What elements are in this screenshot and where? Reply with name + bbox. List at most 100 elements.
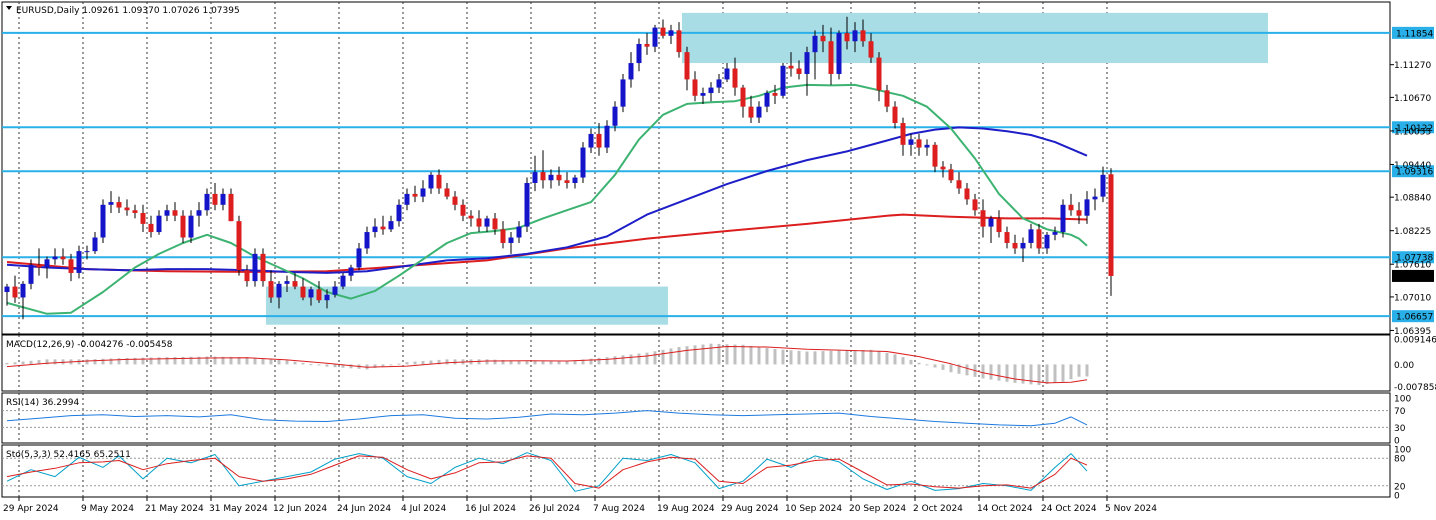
macd-histogram-bar (869, 349, 873, 365)
zones-layer (266, 12, 1268, 325)
macd-histogram-bar (765, 347, 769, 365)
candle-body (180, 215, 186, 238)
candle-body (1092, 196, 1098, 200)
candle-body (500, 229, 506, 243)
candle-body (116, 202, 122, 208)
current-price-tag (1392, 269, 1434, 282)
candle-body (516, 226, 522, 238)
candle-body (940, 166, 946, 170)
macd-histogram-bar (877, 351, 881, 365)
macd-histogram-bar (373, 364, 377, 368)
y-axis-label: 1.08840 (1394, 194, 1431, 204)
macd-histogram-bar (573, 360, 577, 365)
macd-histogram-bar (749, 345, 753, 365)
x-axis-label: 31 May 2024 (209, 504, 268, 514)
macd-histogram-bar (309, 364, 313, 366)
candle-body (724, 68, 730, 80)
macd-histogram-bar (1061, 364, 1065, 382)
candle-body (684, 52, 690, 80)
level-price-tag (1392, 310, 1434, 323)
macd-histogram-bar (533, 361, 537, 365)
candle-body (540, 172, 546, 181)
macd-histogram-bar (845, 350, 849, 365)
candle-body (452, 196, 458, 205)
macd-histogram-bar (157, 357, 161, 365)
candle-body (748, 106, 754, 118)
macd-histogram-bar (325, 364, 329, 367)
candle-body (148, 223, 154, 233)
macd-axis-label: 0.00 (1394, 361, 1414, 371)
x-axis-label: 29 Aug 2024 (721, 504, 779, 514)
macd-histogram-bar (589, 358, 593, 365)
candle-body (996, 218, 1002, 233)
x-axis-label: 14 Oct 2024 (977, 504, 1033, 514)
macd-histogram-bar (213, 356, 217, 365)
y-axis-label: 1.08225 (1394, 227, 1431, 237)
rsi-axis-label: 100 (1394, 395, 1411, 405)
macd-histogram-bar (1037, 364, 1041, 386)
candle-body (36, 264, 42, 268)
time-axis: 29 Apr 2024 9 May 2024 21 May 2024 31 May 2… (3, 497, 1157, 514)
macd-histogram-bar (5, 363, 9, 365)
macd-histogram-bar (133, 357, 137, 365)
candle-body (108, 202, 114, 205)
candle-body (68, 259, 74, 273)
macd-signal-line (6, 346, 1088, 384)
macd-axis-label: -0.007858 (1394, 383, 1436, 393)
macd-histogram-bar (685, 346, 689, 365)
macd-histogram-bar (581, 359, 585, 365)
macd-histogram-bar (397, 363, 401, 365)
symbol-dropdown-icon[interactable] (6, 6, 12, 10)
macd-histogram-bar (653, 351, 657, 365)
macd-axis-label: 0.009146 (1394, 335, 1436, 345)
macd-histogram-bar (917, 362, 921, 365)
macd-histogram-bar (261, 358, 265, 365)
macd-histogram-bar (125, 358, 129, 365)
candle-body (124, 207, 130, 211)
rsi-axis-label: 0 (1394, 437, 1400, 447)
candle-body (764, 93, 770, 107)
macd-histogram-bar (29, 360, 33, 365)
macd-histogram-bar (893, 354, 897, 365)
macd-histogram-bar (965, 364, 969, 376)
y-axis-label: 1.11270 (1394, 61, 1431, 71)
macd-histogram-bar (565, 361, 569, 365)
candle-body (100, 204, 106, 238)
candle-body (292, 281, 298, 287)
macd-histogram-bar (1005, 364, 1009, 382)
macd-histogram-bar (437, 359, 441, 365)
rsi-axis-label: 30 (1394, 424, 1406, 434)
macd-histogram-bar (989, 364, 993, 380)
macd-histogram-bar (1013, 364, 1017, 383)
candle-body (308, 289, 314, 298)
level-price-tag (1392, 165, 1434, 178)
candle-body (20, 283, 26, 298)
main-header: EURUSD,Daily 1.09261 1.09370 1.07026 1.0… (16, 6, 240, 16)
level-price-tag (1392, 26, 1434, 39)
candle-body (380, 226, 386, 230)
candle-body (588, 133, 594, 148)
candle-body (812, 35, 818, 53)
candle-body (868, 41, 874, 58)
candle-body (276, 283, 282, 298)
macd-histogram-bar (645, 352, 649, 365)
rsi-header: RSI(14) 36.2994 (6, 398, 79, 408)
candle-body (796, 68, 802, 74)
candle-body (1012, 242, 1018, 249)
macd-header: MACD(12,26,9) -0.004276 -0.005458 (6, 340, 173, 350)
candle-body (348, 267, 354, 276)
stoch-pane-frame (1, 444, 1391, 498)
macd-histogram-bar (949, 364, 953, 373)
candle-body (220, 193, 226, 205)
candle-body (4, 286, 10, 293)
macd-histogram-bar (173, 357, 177, 365)
macd-histogram-bar (693, 345, 697, 365)
candle-body (1052, 232, 1058, 235)
macd-histogram-bar (45, 359, 49, 365)
candle-body (676, 30, 682, 53)
candle-body (52, 256, 58, 260)
stoch-axis-label: 0 (1394, 492, 1400, 502)
candle-body (860, 30, 866, 42)
